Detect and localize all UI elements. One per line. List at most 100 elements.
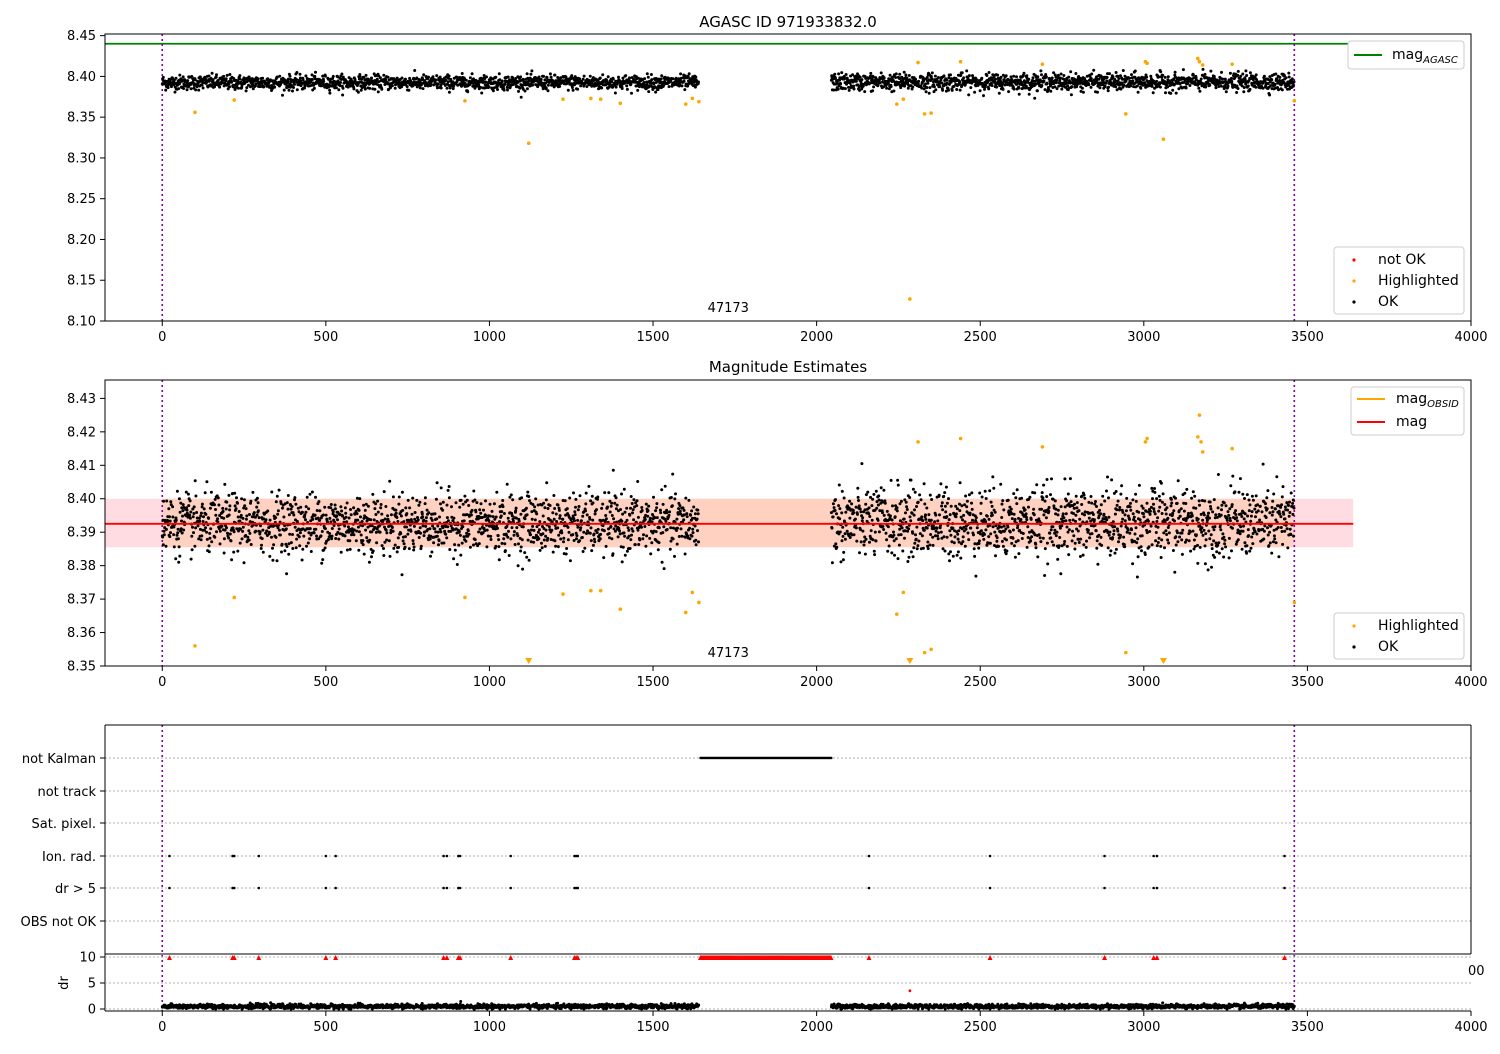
ok-point xyxy=(449,78,452,81)
ok-point xyxy=(249,500,252,503)
ok-point xyxy=(195,511,198,514)
ok-point xyxy=(448,75,451,78)
ok-point xyxy=(388,480,391,483)
ok-point xyxy=(338,528,341,531)
ok-point xyxy=(209,537,212,540)
ok-point xyxy=(890,85,893,88)
ok-point xyxy=(360,534,363,537)
ok-point xyxy=(859,510,862,513)
ok-point xyxy=(620,493,623,496)
ok-point xyxy=(503,89,506,92)
ok-point xyxy=(239,542,242,545)
ok-point xyxy=(885,532,888,535)
ok-point xyxy=(337,88,340,91)
ok-point xyxy=(551,511,554,514)
ok-point xyxy=(356,512,359,515)
ok-point xyxy=(164,89,167,92)
ok-point xyxy=(408,547,411,550)
ok-point xyxy=(339,505,342,508)
ok-point xyxy=(694,525,697,528)
ok-point xyxy=(923,482,926,485)
ok-point xyxy=(559,538,562,541)
ok-point xyxy=(291,533,294,536)
ok-point xyxy=(1090,86,1093,89)
ok-point xyxy=(943,74,946,77)
ok-point xyxy=(855,526,858,529)
highlighted-point xyxy=(1230,62,1234,66)
ok-point xyxy=(402,520,405,523)
ok-point xyxy=(962,514,965,517)
ok-point xyxy=(478,508,481,511)
ok-point xyxy=(622,546,625,549)
ok-point xyxy=(870,504,873,507)
ok-point xyxy=(1200,78,1203,81)
ok-point xyxy=(591,519,594,522)
ok-point xyxy=(683,88,686,91)
ok-point xyxy=(414,511,417,514)
ok-point xyxy=(210,491,213,494)
ok-point xyxy=(928,86,931,89)
ok-point xyxy=(681,84,684,87)
ok-point xyxy=(931,71,934,74)
ok-point xyxy=(570,74,573,77)
ok-point xyxy=(1098,86,1101,89)
highlighted-point xyxy=(908,297,912,301)
ok-point xyxy=(187,504,190,507)
ok-point xyxy=(425,520,428,523)
ok-point xyxy=(321,558,324,561)
ok-point xyxy=(178,545,181,548)
ok-point xyxy=(214,508,217,511)
ok-point xyxy=(352,506,355,509)
ok-point xyxy=(446,87,449,90)
ok-point xyxy=(290,541,293,544)
ok-point xyxy=(588,518,591,521)
ok-point xyxy=(245,514,248,517)
legend-ok-swatch xyxy=(1352,300,1355,303)
ok-point xyxy=(880,486,883,489)
ok-point xyxy=(197,89,200,92)
ok-point xyxy=(474,510,477,513)
ok-point xyxy=(504,549,507,552)
ok-point xyxy=(376,500,379,503)
ok-point xyxy=(502,537,505,540)
ok-point xyxy=(261,537,264,540)
ok-point xyxy=(952,555,955,558)
ok-point xyxy=(489,535,492,538)
ok-point xyxy=(857,496,860,499)
ok-point xyxy=(589,532,592,535)
ok-point xyxy=(189,499,192,502)
ok-point xyxy=(519,75,522,78)
ok-point xyxy=(956,554,959,557)
ok-point xyxy=(553,74,556,77)
ok-point xyxy=(502,505,505,508)
ok-point xyxy=(929,533,932,536)
ok-point xyxy=(225,501,228,504)
ok-point xyxy=(1149,75,1152,78)
ok-point xyxy=(578,539,581,542)
ok-point xyxy=(623,488,626,491)
ok-point xyxy=(472,544,475,547)
ok-point xyxy=(938,494,941,497)
ok-point xyxy=(227,494,230,497)
ok-point xyxy=(582,531,585,534)
ok-point xyxy=(576,526,579,529)
ok-point xyxy=(314,528,317,531)
ok-point xyxy=(198,520,201,523)
ok-point xyxy=(194,479,197,482)
ok-point xyxy=(1139,87,1142,90)
ok-point xyxy=(248,513,251,516)
ok-point xyxy=(448,496,451,499)
ok-point xyxy=(945,79,948,82)
ok-point xyxy=(427,511,430,514)
ok-point xyxy=(1192,73,1195,76)
ok-point xyxy=(878,530,881,533)
ok-point xyxy=(304,74,307,77)
ok-point xyxy=(228,508,231,511)
ok-point xyxy=(448,548,451,551)
ok-point xyxy=(604,514,607,517)
ok-point xyxy=(186,509,189,512)
ok-point xyxy=(412,539,415,542)
ok-point xyxy=(242,526,245,529)
ok-point xyxy=(344,512,347,515)
ok-point xyxy=(670,540,673,543)
